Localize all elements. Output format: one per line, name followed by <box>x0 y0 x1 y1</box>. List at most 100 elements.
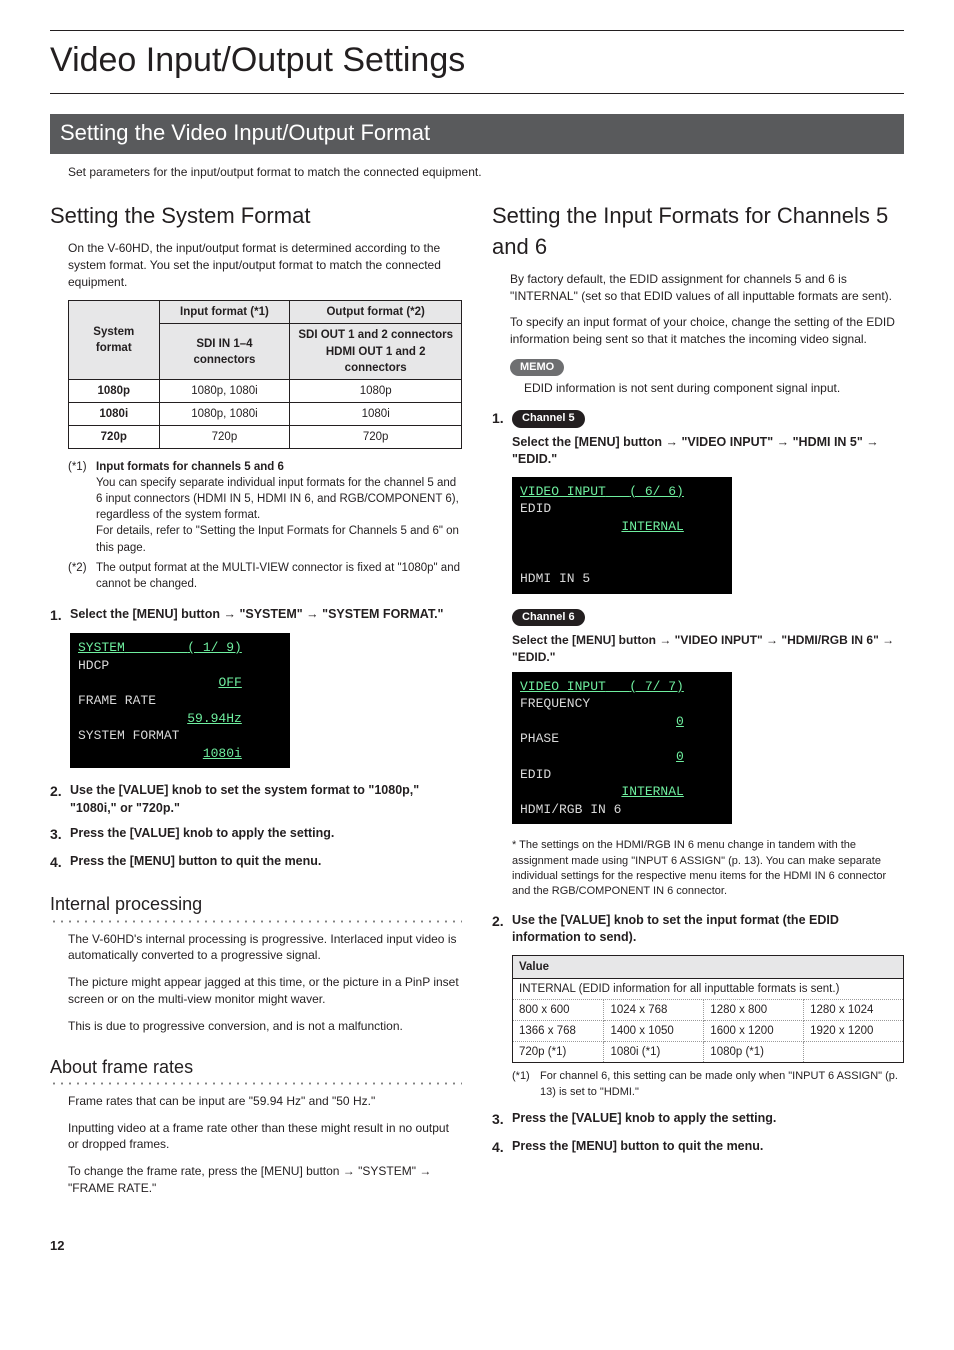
step-num: 4. <box>492 1138 512 1158</box>
lcd-line: HDCP <box>78 658 109 673</box>
lcd-line: HDMI/RGB IN 6 <box>520 802 621 817</box>
cell: 720p <box>159 425 290 448</box>
step-2-right: 2. Use the [VALUE] knob to set the input… <box>492 912 904 947</box>
step-4-right: 4. Press the [MENU] button to quit the m… <box>492 1138 904 1158</box>
th-value: Value <box>513 955 904 978</box>
lcd-line: 1080i <box>203 746 242 761</box>
lcd-line: FREQUENCY <box>520 696 590 711</box>
cell <box>804 1042 904 1063</box>
cell: 1080p <box>69 379 160 402</box>
cell: 720p <box>290 425 462 448</box>
two-column-layout: Setting the System Format On the V-60HD,… <box>50 201 904 1207</box>
cell: 1080p, 1080i <box>159 379 290 402</box>
cell: 1366 x 768 <box>513 1021 604 1042</box>
section-title-bar: Setting the Video Input/Output Format <box>50 114 904 155</box>
right-intro1: By factory default, the EDID assignment … <box>510 271 904 305</box>
page-number: 12 <box>50 1237 904 1255</box>
dot-rule <box>50 920 462 923</box>
lcd-line: 0 <box>676 749 684 764</box>
step-text: Press the [VALUE] knob to apply the sett… <box>512 1110 904 1130</box>
edid-value-table: Value INTERNAL (EDID information for all… <box>512 955 904 1063</box>
ch5-text: Select the [MENU] button → "VIDEO INPUT"… <box>512 434 904 469</box>
channel5-badge: Channel 5 <box>512 410 585 427</box>
lcd-line: PHASE <box>520 731 559 746</box>
edid-note-tag: (*1) <box>512 1069 540 1100</box>
cell: 1080p <box>290 379 462 402</box>
lcd-line: EDID <box>520 767 551 782</box>
cell: 1080i (*1) <box>604 1042 704 1063</box>
note1-title: Input formats for channels 5 and 6 <box>96 461 284 473</box>
cell: 800 x 600 <box>513 999 604 1020</box>
th-system: System format <box>69 301 160 379</box>
footnotes: (*1) Input formats for channels 5 and 6 … <box>68 459 462 592</box>
note1-tag: (*1) <box>68 459 96 556</box>
internal-p1: The V-60HD's internal processing is prog… <box>68 931 462 965</box>
left-column: Setting the System Format On the V-60HD,… <box>50 201 462 1207</box>
cell: 1920 x 1200 <box>804 1021 904 1042</box>
step-1-right: 1. Channel 5 Select the [MENU] button → … <box>492 409 904 468</box>
cell-internal: INTERNAL (EDID information for all input… <box>513 978 904 999</box>
note2-tag: (*2) <box>68 560 96 592</box>
step-text: Press the [VALUE] knob to apply the sett… <box>70 825 462 845</box>
th-input: Input format (*1) <box>159 301 290 324</box>
frame-p1: Frame rates that can be input are "59.94… <box>68 1093 462 1110</box>
edid-note-body: For channel 6, this setting can be made … <box>540 1069 904 1100</box>
step-3-right: 3. Press the [VALUE] knob to apply the s… <box>492 1110 904 1130</box>
step-num: 2. <box>492 912 512 947</box>
lcd-ch5: VIDEO INPUT ( 6/ 6) EDID INTERNAL HDMI I… <box>512 477 732 594</box>
step-num: 3. <box>492 1110 512 1130</box>
lcd-line: OFF <box>218 675 241 690</box>
step-num: 1. <box>50 606 70 626</box>
lcd-ch6: VIDEO INPUT ( 7/ 7) FREQUENCY 0 PHASE 0 … <box>512 672 732 824</box>
lcd-line: HDMI IN 5 <box>520 571 590 586</box>
cell: 1080i <box>290 402 462 425</box>
lcd-line: ( 7/ 7) <box>629 679 684 694</box>
cell: 1080p, 1080i <box>159 402 290 425</box>
step-num: 2. <box>50 782 70 817</box>
left-intro: On the V-60HD, the input/output format i… <box>68 240 462 290</box>
edid-footnote: (*1) For channel 6, this setting can be … <box>512 1069 904 1100</box>
step-num: 1. <box>492 409 512 468</box>
lcd-line: SYSTEM FORMAT <box>78 728 179 743</box>
note2-body: The output format at the MULTI-VIEW conn… <box>96 560 462 592</box>
lcd-line: VIDEO INPUT <box>520 679 606 694</box>
frame-p3: To change the frame rate, press the [MEN… <box>68 1163 462 1197</box>
ch6-text: Select the [MENU] button → "VIDEO INPUT"… <box>512 632 904 666</box>
memo-badge: MEMO <box>510 359 564 376</box>
step-text: Use the [VALUE] knob to set the input fo… <box>512 912 904 947</box>
cell: 1080p (*1) <box>704 1042 804 1063</box>
section-intro: Set parameters for the input/output form… <box>68 164 904 181</box>
internal-p2: The picture might appear jagged at this … <box>68 974 462 1008</box>
th-sdihdmi: SDI OUT 1 and 2 connectors HDMI OUT 1 an… <box>290 324 462 379</box>
internal-processing-title: Internal processing <box>50 892 462 917</box>
channel6-badge: Channel 6 <box>512 609 585 626</box>
step-3: 3. Press the [VALUE] knob to apply the s… <box>50 825 462 845</box>
top-rule <box>50 30 904 31</box>
cell: 720p <box>69 425 160 448</box>
lcd-line: 0 <box>676 714 684 729</box>
th-sdi: SDI IN 1–4 connectors <box>159 324 290 379</box>
cell: 1080i <box>69 402 160 425</box>
table-row: 720p 720p 720p <box>69 425 462 448</box>
lcd-line: ( 6/ 6) <box>629 484 684 499</box>
lcd-line: EDID <box>520 501 551 516</box>
cell: 1600 x 1200 <box>704 1021 804 1042</box>
system-format-table: System format Input format (*1) Output f… <box>68 300 462 449</box>
step-2: 2. Use the [VALUE] knob to set the syste… <box>50 782 462 817</box>
right-intro2: To specify an input format of your choic… <box>510 314 904 348</box>
lcd-line: VIDEO INPUT <box>520 484 606 499</box>
th-output: Output format (*2) <box>290 301 462 324</box>
lcd-line: SYSTEM <box>78 640 125 655</box>
internal-p3: This is due to progressive conversion, a… <box>68 1018 462 1035</box>
under-title-rule <box>50 93 904 94</box>
right-h2: Setting the Input Formats for Channels 5… <box>492 201 904 263</box>
cell: 1280 x 800 <box>704 999 804 1020</box>
lcd-line: FRAME RATE <box>78 693 156 708</box>
memo-text: EDID information is not sent during comp… <box>524 380 904 397</box>
lcd-line: 59.94Hz <box>187 711 242 726</box>
asterisk-note: * The settings on the HDMI/RGB IN 6 menu… <box>512 838 904 900</box>
frame-p2: Inputting video at a frame rate other th… <box>68 1120 462 1154</box>
lcd-line: ( 1/ 9) <box>187 640 242 655</box>
note1-body2: For details, refer to "Setting the Input… <box>96 525 459 553</box>
cell: 720p (*1) <box>513 1042 604 1063</box>
